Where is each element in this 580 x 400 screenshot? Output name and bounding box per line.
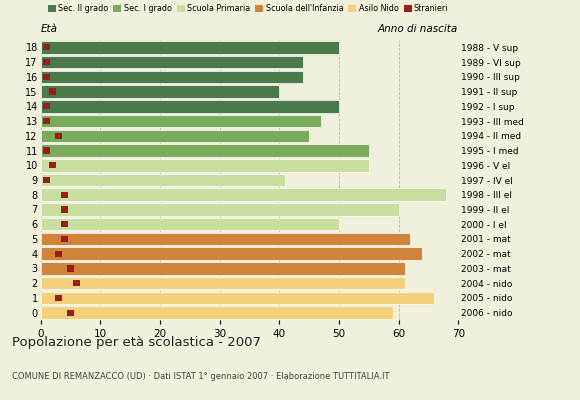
Bar: [41, 262, 404, 275]
FancyBboxPatch shape: [67, 265, 74, 272]
Bar: [41, 248, 422, 260]
Bar: [41, 277, 404, 290]
FancyBboxPatch shape: [49, 88, 56, 95]
Bar: [41, 70, 303, 83]
Bar: [41, 41, 339, 54]
FancyBboxPatch shape: [73, 280, 80, 286]
FancyBboxPatch shape: [61, 221, 68, 227]
FancyBboxPatch shape: [43, 44, 50, 50]
FancyBboxPatch shape: [61, 206, 68, 212]
Bar: [41, 218, 339, 230]
Legend: Sec. II grado, Sec. I grado, Scuola Primaria, Scuola dell'Infanzia, Asilo Nido, : Sec. II grado, Sec. I grado, Scuola Prim…: [45, 1, 452, 16]
Text: COMUNE DI REMANZACCO (UD) · Dati ISTAT 1° gennaio 2007 · Elaborazione TUTTITALIA: COMUNE DI REMANZACCO (UD) · Dati ISTAT 1…: [12, 372, 389, 381]
FancyBboxPatch shape: [43, 59, 50, 65]
Bar: [41, 203, 398, 216]
FancyBboxPatch shape: [55, 295, 62, 301]
Bar: [41, 115, 321, 127]
FancyBboxPatch shape: [43, 148, 50, 154]
Bar: [41, 85, 279, 98]
Text: Età: Età: [41, 24, 57, 34]
Bar: [41, 233, 411, 245]
Bar: [41, 306, 393, 319]
FancyBboxPatch shape: [61, 236, 68, 242]
Bar: [41, 100, 339, 112]
Bar: [41, 159, 369, 172]
Bar: [41, 188, 446, 201]
Bar: [41, 56, 303, 68]
Bar: [41, 144, 369, 157]
Bar: [41, 130, 309, 142]
FancyBboxPatch shape: [49, 162, 56, 168]
FancyBboxPatch shape: [55, 133, 62, 139]
FancyBboxPatch shape: [43, 74, 50, 80]
FancyBboxPatch shape: [43, 177, 50, 183]
FancyBboxPatch shape: [43, 118, 50, 124]
FancyBboxPatch shape: [61, 192, 68, 198]
FancyBboxPatch shape: [67, 310, 74, 316]
FancyBboxPatch shape: [55, 250, 62, 257]
Text: Popolazione per età scolastica - 2007: Popolazione per età scolastica - 2007: [12, 336, 260, 349]
Text: Anno di nascita: Anno di nascita: [378, 24, 458, 34]
Bar: [41, 174, 285, 186]
Bar: [41, 292, 434, 304]
FancyBboxPatch shape: [43, 103, 50, 110]
